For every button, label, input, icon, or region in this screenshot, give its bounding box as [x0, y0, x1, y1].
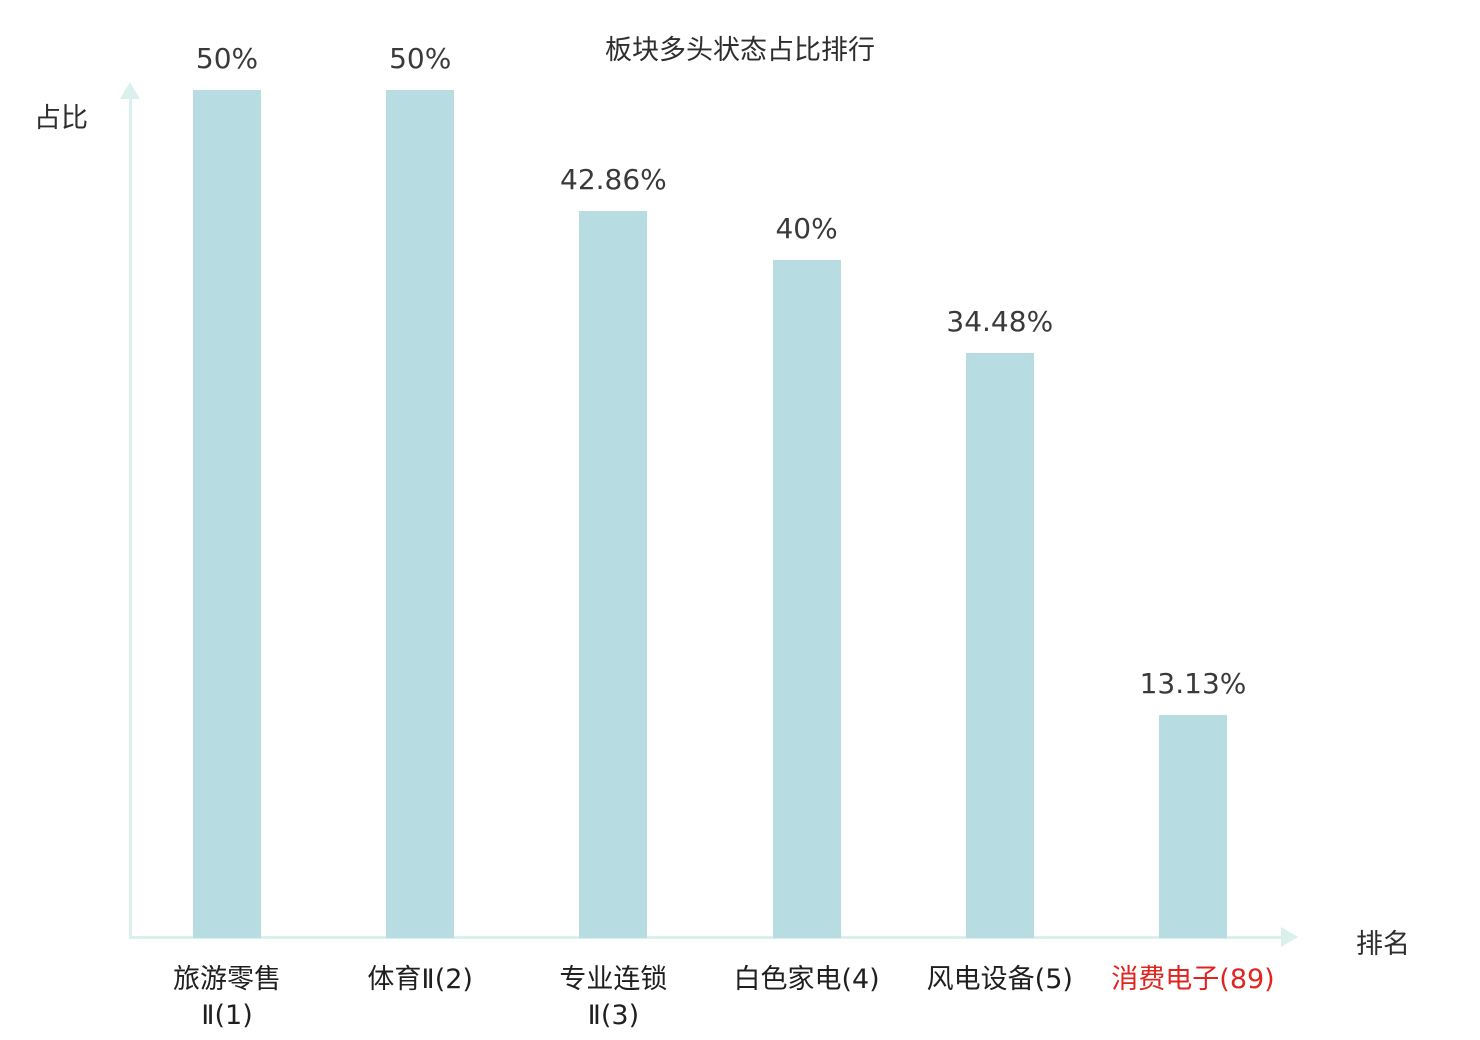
bar-category-label: 体育Ⅱ(2) — [367, 964, 473, 995]
bar-category-label: 白色家电(4) — [733, 964, 880, 995]
bar-value-label: 50% — [195, 42, 259, 75]
x-axis-arrow-icon — [1281, 927, 1298, 947]
bar — [1159, 715, 1227, 938]
bar-value-label: 34.48% — [946, 305, 1054, 339]
bar — [193, 90, 261, 938]
x-axis-label: 排名 — [1356, 929, 1410, 960]
bar-value-label: 40% — [775, 211, 838, 245]
bar — [386, 90, 455, 938]
bar-category-label: 风电设备(5) — [926, 964, 1073, 995]
bar — [772, 259, 841, 938]
bar-category-label: 旅游零售 Ⅱ(1) — [173, 964, 281, 1032]
bar-category-label: 专业连锁 Ⅱ(3) — [559, 964, 668, 1032]
x-axis-line — [129, 936, 1284, 939]
bar-value-label: 42.86% — [560, 163, 667, 197]
bar-value-label: 50% — [389, 42, 452, 75]
bar — [965, 353, 1034, 938]
bar-value-label: 13.13% — [1139, 667, 1247, 701]
y-axis-label: 占比 — [34, 103, 88, 134]
chart-title: 板块多头状态占比排行 — [605, 35, 875, 66]
bar-category-label: 消费电子(89) — [1111, 964, 1275, 995]
y-axis-line — [129, 98, 132, 938]
bar — [579, 211, 648, 938]
y-axis-arrow-icon — [120, 82, 140, 99]
